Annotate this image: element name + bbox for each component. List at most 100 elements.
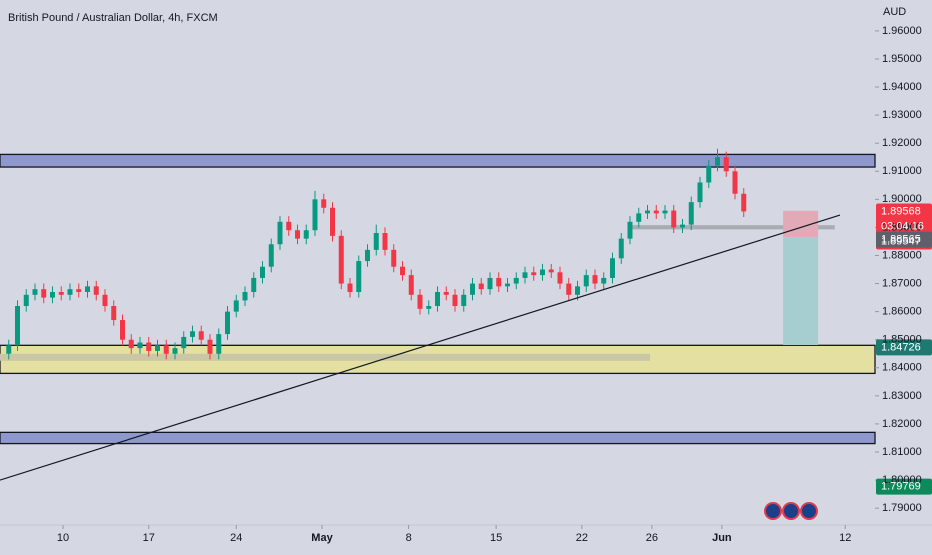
candle-body [470, 283, 475, 295]
candle-body [732, 171, 738, 194]
y-tick-label: 1.90000 [882, 193, 922, 205]
candle-body [120, 320, 125, 340]
candle-body [618, 238, 624, 259]
y-tick-label: 1.86000 [882, 306, 922, 318]
price-tag-label: 1.88565 [881, 234, 921, 246]
y-tick-label: 1.83000 [882, 390, 922, 402]
candle-body [662, 210, 668, 214]
y-tick-label: 1.79000 [882, 502, 922, 514]
candle-body [137, 342, 143, 349]
candle-body [636, 213, 642, 222]
candle-body [321, 199, 327, 208]
x-tick-label: 10 [57, 532, 69, 544]
candle-body [93, 286, 99, 295]
y-tick-label: 1.82000 [882, 418, 922, 430]
candle-body [6, 345, 12, 354]
y-tick-label: 1.94000 [882, 81, 922, 93]
candle-body [645, 210, 650, 214]
candle-body [592, 275, 598, 284]
candle-body [251, 277, 257, 292]
candle-body [85, 286, 90, 292]
candle-body [671, 210, 677, 228]
price-tag-label: 1.84726 [881, 341, 921, 353]
candle-body [277, 221, 283, 245]
y-tick-label: 1.91000 [882, 165, 922, 177]
candle-body [382, 233, 388, 250]
x-tick-label: 24 [230, 532, 242, 544]
candle-body [286, 221, 292, 231]
candle-body [715, 157, 720, 166]
candle-body [513, 277, 519, 284]
candle-body [111, 306, 117, 321]
candle-body [723, 157, 729, 172]
countdown: 03:04:16 [881, 220, 924, 232]
candle-body [680, 224, 685, 228]
x-tick-label: 26 [646, 532, 658, 544]
candle-body [557, 272, 563, 284]
candle-body [41, 289, 47, 298]
candle-body [32, 289, 38, 295]
chart-title: British Pound / Australian Dollar, 4h, F… [8, 12, 218, 24]
flag-icon[interactable] [764, 502, 782, 520]
y-tick-label: 1.96000 [882, 25, 922, 37]
event-icons [764, 502, 818, 520]
zone [628, 225, 835, 230]
candle-body [295, 230, 300, 239]
y-tick-label: 1.81000 [882, 446, 922, 458]
y-tick-label: 1.93000 [882, 109, 922, 121]
candle-body [330, 207, 335, 236]
plot-area [0, 148, 876, 481]
candle-body [198, 331, 204, 340]
candle-body [190, 331, 195, 337]
price-tag-label: 1.89547 [881, 235, 921, 247]
candle-body [452, 294, 458, 307]
candle-body [58, 291, 64, 295]
candle-body [653, 210, 659, 214]
candle-body [575, 286, 580, 295]
candle-body [688, 202, 694, 225]
candle-body [531, 272, 537, 276]
candle-body [76, 289, 82, 292]
candle-body [505, 283, 510, 287]
candle-body [566, 283, 572, 295]
candle-body [706, 165, 712, 183]
candle-body [443, 291, 449, 295]
price-tag [876, 339, 932, 356]
x-tick-label: 22 [576, 532, 588, 544]
candle-body [163, 345, 169, 354]
candle-body [487, 277, 493, 290]
candle-body [225, 311, 230, 335]
price-tag-label: 1.89568 [881, 205, 921, 217]
candle-body [146, 342, 152, 351]
candle-body [172, 348, 178, 354]
candle-body [417, 294, 423, 309]
price-tag [876, 478, 932, 495]
candle-body [426, 306, 432, 309]
x-tick-label: 15 [490, 532, 502, 544]
candle-body [67, 289, 73, 295]
flag-icon[interactable] [782, 502, 800, 520]
x-tick-label: 12 [839, 532, 851, 544]
candle-body [601, 277, 607, 284]
zone [0, 431, 876, 445]
candle-body [303, 230, 309, 239]
candle-body [233, 300, 239, 312]
candle-body [181, 336, 187, 349]
candle-body [540, 269, 545, 276]
candle-body [356, 261, 362, 292]
flag-icon[interactable] [800, 502, 818, 520]
x-tick-label: Jun [712, 532, 732, 544]
candle-body [312, 199, 318, 231]
price-tag-label: 1.79769 [881, 480, 921, 492]
candle-body [627, 221, 633, 239]
candle-body [522, 272, 528, 278]
candle-body [242, 291, 248, 301]
currency-label: AUD [883, 6, 906, 18]
y-tick-label: 1.84000 [882, 362, 922, 374]
candle-body [347, 283, 353, 292]
candle-body [216, 334, 222, 354]
candle-body [23, 294, 29, 307]
candle-body [741, 193, 747, 212]
candle-body [50, 291, 55, 298]
